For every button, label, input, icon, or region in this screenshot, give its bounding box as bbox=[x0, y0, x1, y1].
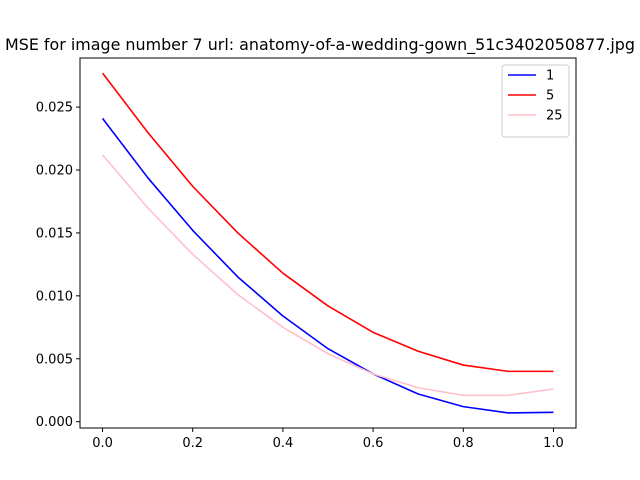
x-tick-label: 1.0 bbox=[543, 436, 564, 451]
series-line-5 bbox=[101, 72, 554, 373]
legend-box bbox=[501, 64, 570, 138]
x-tick-label: 0.8 bbox=[453, 436, 474, 451]
x-tick-label: 0.4 bbox=[273, 436, 294, 451]
y-tick-label: 0.000 bbox=[36, 415, 73, 430]
chart-title: MSE for image number 7 url: anatomy-of-a… bbox=[5, 35, 635, 55]
plot-area bbox=[101, 72, 554, 414]
legend-label: 25 bbox=[546, 109, 563, 124]
legend-label: 5 bbox=[546, 89, 554, 104]
y-tick-label: 0.010 bbox=[36, 289, 73, 304]
series-line-25 bbox=[101, 154, 554, 397]
y-axis: 0.000 0.005 0.010 0.015 0.020 0.025 bbox=[36, 101, 80, 430]
x-tick-label: 0.2 bbox=[182, 436, 203, 451]
x-axis: 0.0 0.2 0.4 0.6 0.8 1.0 bbox=[92, 428, 564, 451]
legend-label: 1 bbox=[546, 69, 554, 84]
series-line-1 bbox=[101, 117, 554, 414]
y-tick-label: 0.020 bbox=[36, 164, 73, 179]
x-tick-label: 0.6 bbox=[363, 436, 384, 451]
y-tick-label: 0.025 bbox=[36, 101, 73, 116]
x-tick-label: 0.0 bbox=[92, 436, 113, 451]
y-tick-label: 0.015 bbox=[36, 226, 73, 241]
axes-frame bbox=[79, 57, 577, 429]
y-tick-label: 0.005 bbox=[36, 352, 73, 367]
